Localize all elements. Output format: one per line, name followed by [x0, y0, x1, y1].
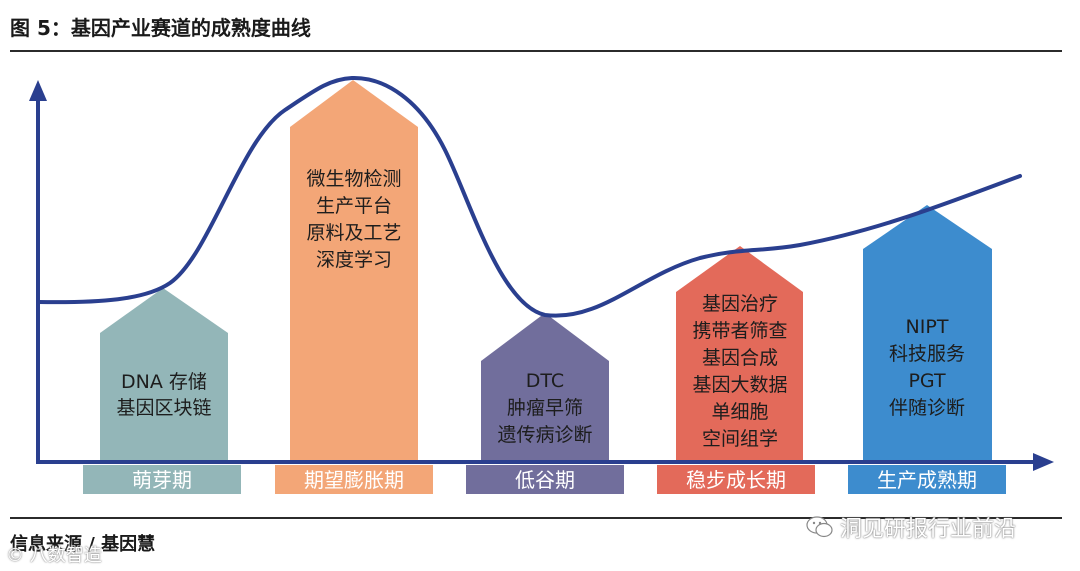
stage-2-text-1: 微生物检测: [306, 168, 401, 190]
stage-label-box-4: [657, 465, 815, 494]
top-divider: [10, 50, 1062, 52]
stage-shape-5: [863, 205, 992, 463]
stage-label-2: 期望膨胀期: [304, 468, 404, 492]
stage-shape-1: [100, 288, 228, 463]
stage-4-text-4: 基因大数据: [692, 374, 787, 396]
stage-3-text-3: 遗传病诊断: [497, 424, 592, 446]
stage-4-text-1: 基因治疗: [702, 293, 778, 315]
source-note: 信息来源 / 基因慧: [10, 534, 156, 555]
x-axis-arrow-icon: [1033, 453, 1054, 471]
stage-label-box-3: [466, 465, 624, 494]
stage-3-text-1: DTC: [526, 370, 564, 392]
stage-2-text-4: 深度学习: [316, 249, 392, 271]
watermark-right-text: 洞见研报行业前沿: [840, 517, 1017, 542]
stage-label-3: 低谷期: [515, 468, 575, 492]
stage-5-text-2: 科技服务: [889, 343, 965, 365]
maturity-curve: [36, 75, 1022, 318]
stage-shape-2: [290, 80, 418, 463]
figure-title: 图 5：基因产业赛道的成熟度曲线: [10, 16, 311, 40]
wechat-icon: [806, 516, 833, 538]
stage-2-text-3: 原料及工艺: [306, 222, 401, 244]
stage-3-text-2: 肿瘤早筛: [507, 397, 583, 419]
stage-label-4: 稳步成长期: [686, 468, 786, 492]
stage-shape-3: [481, 313, 609, 463]
y-axis-arrow-icon: [29, 80, 47, 101]
stage-5-text-3: PGT: [908, 370, 946, 392]
watermark-left: © 八数智造: [6, 545, 102, 566]
watermark-right: 洞见研报行业前沿: [806, 511, 1016, 543]
stage-label-5: 生产成熟期: [877, 468, 977, 492]
stage-5-text-1: NIPT: [906, 316, 949, 338]
bottom-divider: [10, 517, 1062, 519]
stage-5-text-4: 伴随诊断: [889, 397, 965, 419]
stage-4-text-3: 基因合成: [702, 347, 778, 369]
stage-label-1: 萌芽期: [132, 468, 192, 492]
stage-4-text-6: 空间组学: [702, 428, 778, 450]
stage-label-box-2: [275, 465, 433, 494]
stage-label-box-5: [848, 465, 1006, 494]
stage-shape-4: [676, 246, 803, 463]
stage-4-text-5: 单细胞: [711, 401, 768, 423]
stage-2-text-2: 生产平台: [316, 195, 392, 217]
stage-1-text-1: DNA 存储: [121, 371, 207, 393]
stage-label-box-1: [83, 465, 241, 494]
stage-4-text-2: 携带者筛查: [692, 320, 787, 342]
stage-1-text-2: 基因区块链: [116, 397, 211, 419]
